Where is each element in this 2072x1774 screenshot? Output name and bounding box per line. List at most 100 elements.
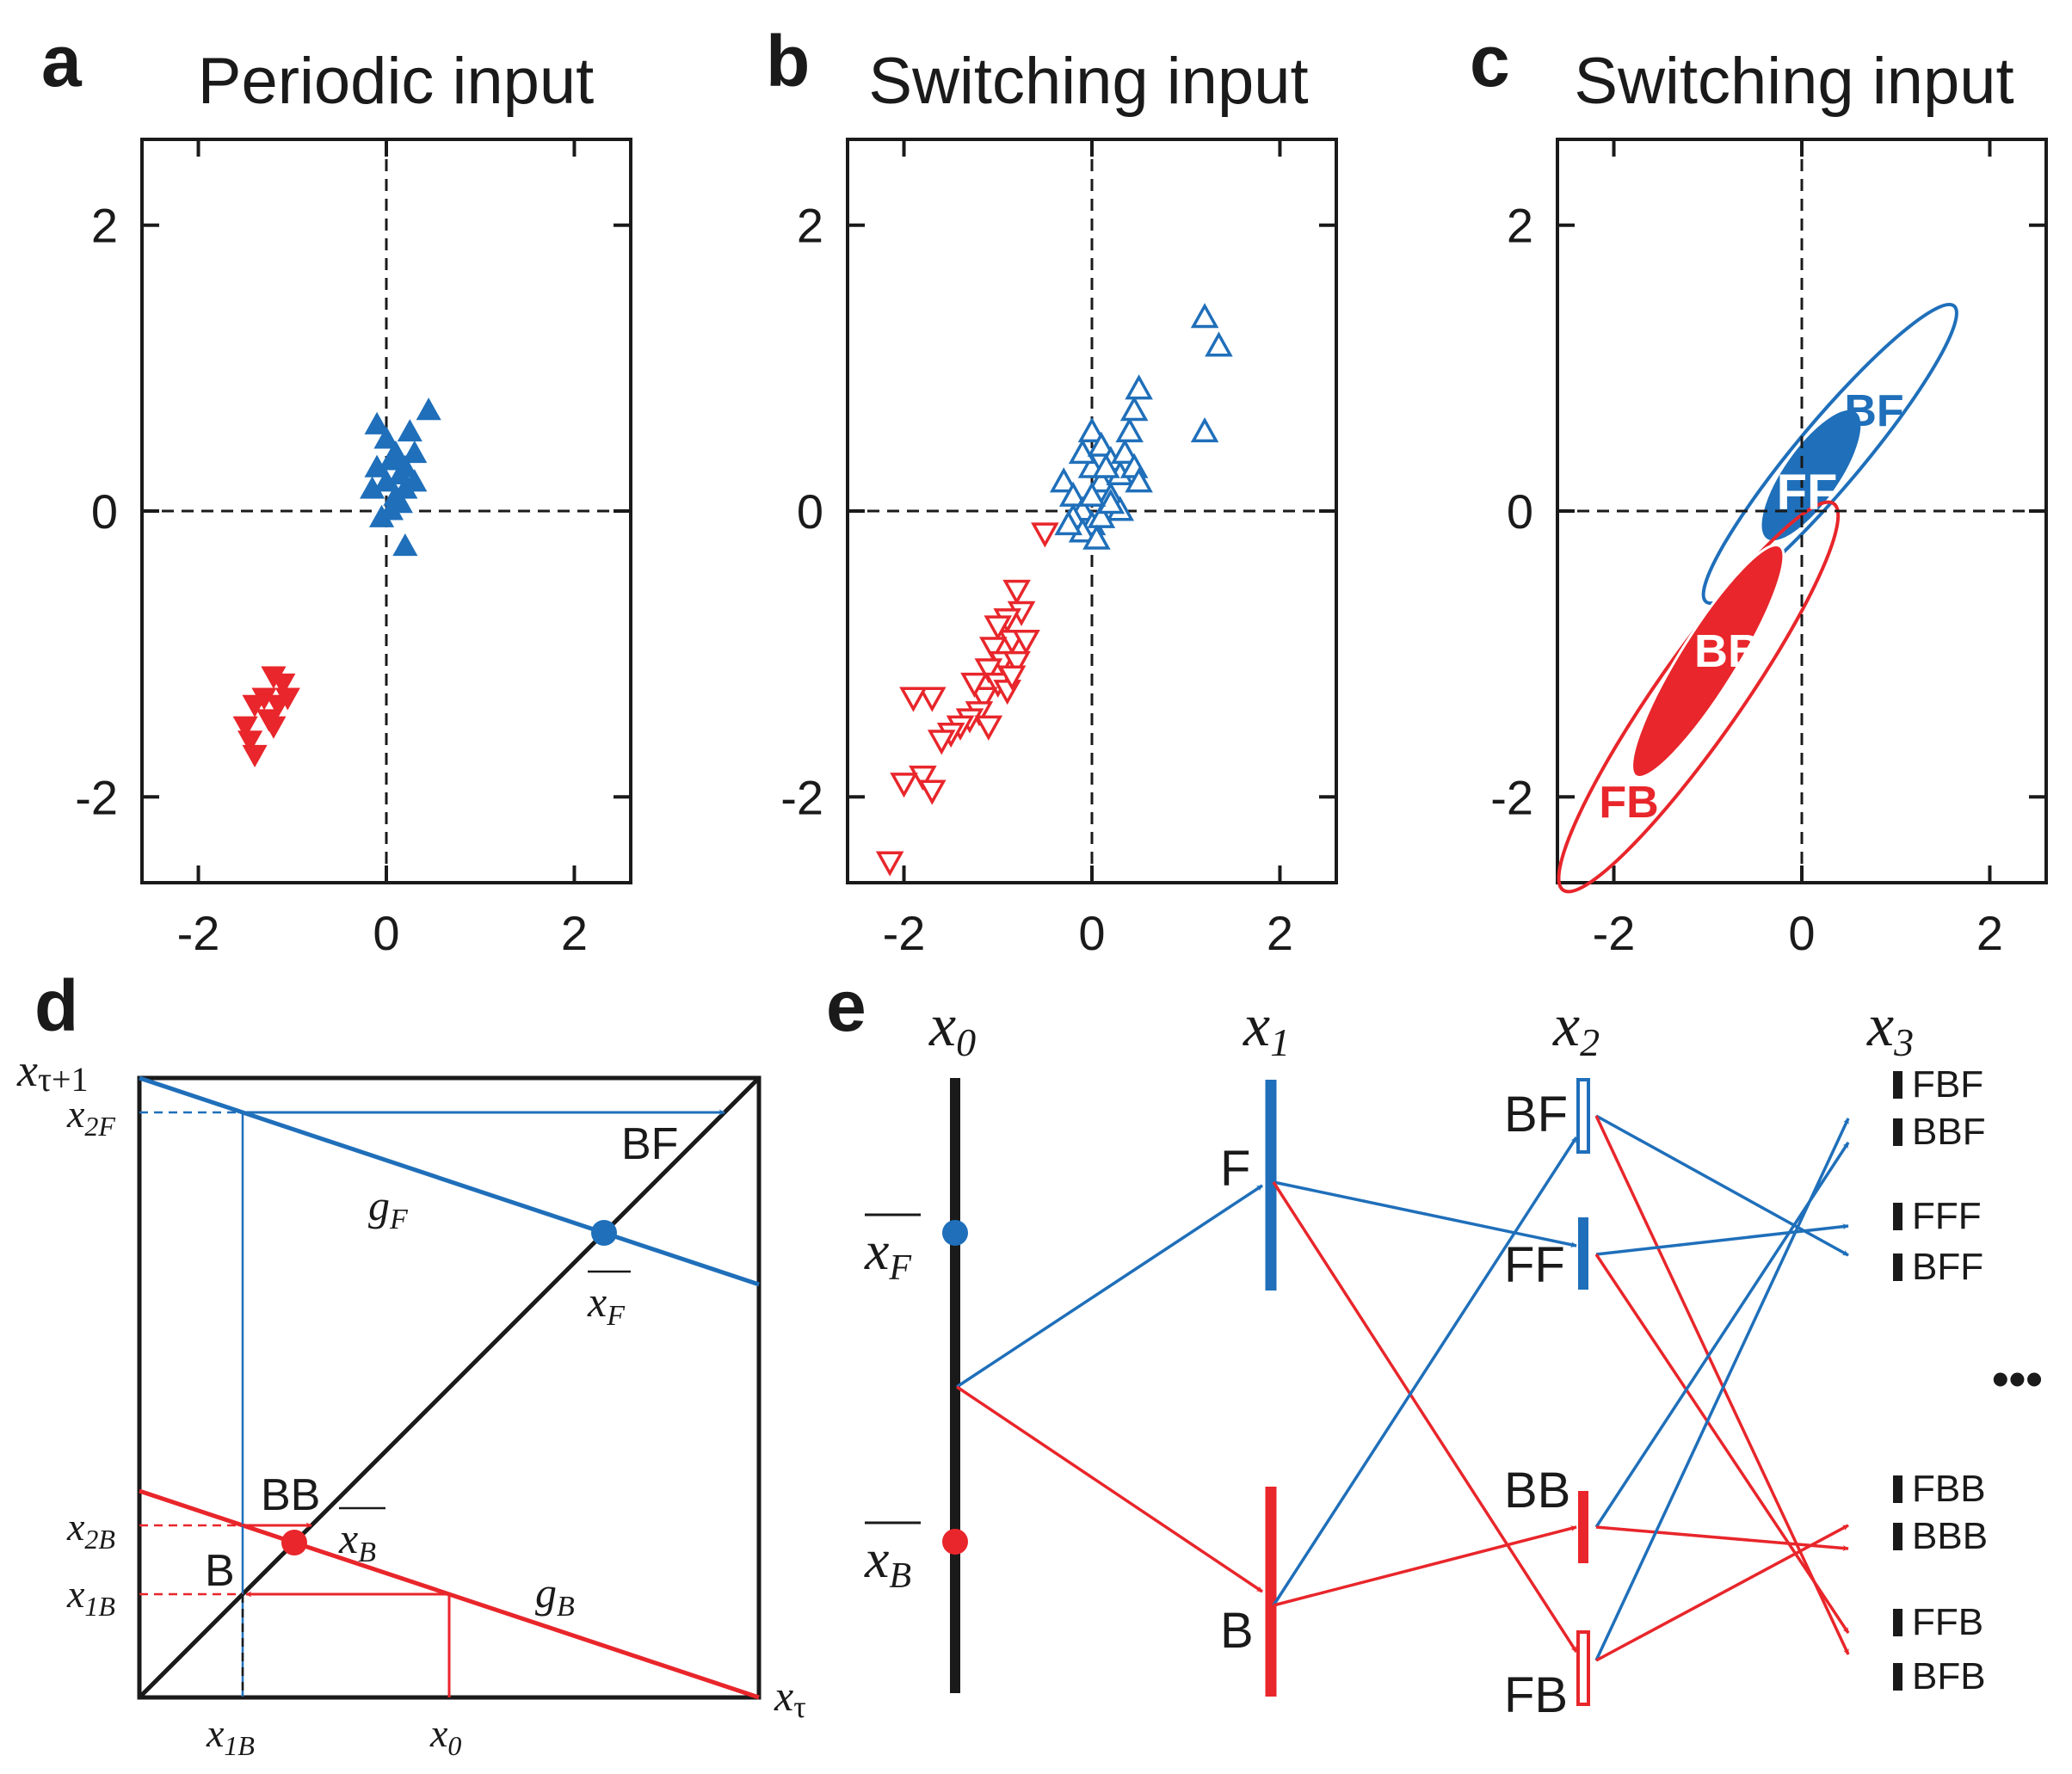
y-tick-label-b-pos2: 2 bbox=[797, 199, 823, 253]
leaf-marker-bff bbox=[1893, 1254, 1902, 1281]
leaf-label-bbb: BBB bbox=[1912, 1515, 1988, 1557]
header-x2: x2 bbox=[1552, 993, 1600, 1064]
leaf-label-bff: BFF bbox=[1912, 1246, 1983, 1288]
point-b-f-13 bbox=[1110, 438, 1139, 465]
point-a-f-13 bbox=[387, 490, 413, 514]
point-b-f-25 bbox=[1205, 331, 1233, 357]
point-b-b-22 bbox=[909, 765, 937, 791]
panel-label-c: c bbox=[1470, 21, 1510, 102]
y-tick-label-a-zero: 0 bbox=[91, 484, 118, 539]
point-a-f-17 bbox=[416, 397, 441, 421]
ellipse-label-bf: BF bbox=[1844, 386, 1903, 436]
leaf-label-bbf: BBF bbox=[1912, 1111, 1986, 1153]
point-b-f-0 bbox=[1049, 467, 1078, 493]
point-b-f-18 bbox=[1125, 467, 1153, 493]
point-a-b-8 bbox=[242, 744, 268, 767]
x0-fixed-point-F bbox=[942, 1220, 968, 1246]
panel-label-e: e bbox=[826, 965, 866, 1046]
axes-b: -2 0 2 -2 0 2 bbox=[780, 139, 1336, 960]
point-a-f-7 bbox=[397, 419, 422, 442]
x-tick-label-a-pos2: 2 bbox=[561, 906, 588, 960]
point-b-f-5 bbox=[1087, 467, 1116, 493]
x-tick-label-b-zero: 0 bbox=[1078, 906, 1105, 960]
y-tick-label-b-neg2: -2 bbox=[780, 770, 823, 824]
point-b-b-19 bbox=[927, 730, 956, 755]
point-b-b-20 bbox=[918, 687, 947, 712]
arrow-BB-BBB bbox=[1595, 1525, 1849, 1551]
panel-a: a Periodic input -2 0 2 -2 0 2 bbox=[41, 21, 632, 960]
point-a-f-1 bbox=[373, 426, 399, 449]
point-b-f-20 bbox=[1087, 502, 1116, 528]
point-b-f-16 bbox=[1125, 374, 1153, 400]
label-x0: x0 bbox=[429, 1711, 461, 1761]
x2-label-FF: FF bbox=[1504, 1237, 1565, 1293]
point-b-f-21 bbox=[1096, 489, 1125, 514]
arrow-FF-FFF bbox=[1595, 1223, 1849, 1256]
x2-bar-FB bbox=[1576, 1630, 1590, 1706]
ellipse-bb bbox=[1631, 543, 1785, 779]
panel-label-d: d bbox=[34, 965, 78, 1046]
point-b-b-9 bbox=[1002, 650, 1031, 677]
ellipse-label-fb: FB bbox=[1599, 778, 1658, 828]
point-a-f-18 bbox=[383, 447, 409, 471]
continuation-ellipsis: ••• bbox=[1992, 1352, 2043, 1406]
arrow-FB-FBB bbox=[1595, 1524, 1849, 1662]
point-b-b-8 bbox=[1012, 629, 1040, 656]
panel-e: e x0 x1 x2 x3 xF xB F B BF FF BB FB bbox=[826, 965, 2043, 1723]
y-tick-label-a-neg2: -2 bbox=[75, 770, 118, 824]
point-b-b-10 bbox=[974, 658, 1003, 684]
x2-label-BB: BB bbox=[1504, 1463, 1570, 1518]
point-b-b-25 bbox=[875, 851, 904, 877]
scatter-points-a bbox=[232, 397, 441, 767]
x2-bar-BB bbox=[1578, 1491, 1588, 1563]
point-b-b-27 bbox=[960, 672, 989, 698]
arrow-B-BF bbox=[1272, 1136, 1578, 1606]
point-b-b-5 bbox=[984, 615, 1013, 641]
point-b-b-21 bbox=[899, 687, 928, 712]
e-label-xF-bar: xF bbox=[864, 1220, 911, 1288]
arrow-B-BB bbox=[1273, 1525, 1577, 1607]
y-tick-label-c-zero: 0 bbox=[1507, 484, 1533, 539]
point-b-b-26 bbox=[997, 665, 1027, 691]
leaf-marker-bfb bbox=[1893, 1663, 1902, 1691]
point-a-f-16 bbox=[392, 533, 418, 557]
leaf-marker-fff bbox=[1893, 1203, 1902, 1230]
x1-label-F: F bbox=[1220, 1141, 1250, 1197]
y-tick-label-a-pos2: 2 bbox=[91, 199, 118, 253]
x0-fixed-point-B bbox=[942, 1529, 968, 1555]
label-x-tau-plus-1: xτ+1 bbox=[16, 1044, 89, 1099]
point-b-f-28 bbox=[1077, 481, 1107, 507]
point-a-b-4 bbox=[242, 694, 268, 718]
leaf-marker-bbf bbox=[1893, 1118, 1902, 1146]
point-b-b-1 bbox=[1002, 579, 1031, 605]
x-tick-label-c-pos2: 2 bbox=[1976, 906, 2003, 960]
header-x3: x3 bbox=[1866, 993, 1914, 1064]
panel-label-a: a bbox=[41, 21, 83, 102]
label-xF-bar: xF bbox=[587, 1278, 626, 1332]
label-x-tau: xτ bbox=[774, 1672, 806, 1724]
panel-d: d xτ+1 x2F x2B x1B x1B x0 xτ gF gB BF BB… bbox=[16, 965, 806, 1761]
point-b-b-24 bbox=[918, 779, 947, 805]
y-tick-label-c-neg2: -2 bbox=[1490, 770, 1533, 824]
y-tick-label-b-zero: 0 bbox=[797, 484, 823, 539]
label-x1B-bottom: x1B bbox=[206, 1711, 255, 1761]
point-a-f-14 bbox=[368, 504, 395, 527]
e-label-xB-bar: xB bbox=[864, 1528, 911, 1596]
point-a-f-0 bbox=[364, 411, 390, 434]
point-a-f-19 bbox=[392, 476, 418, 499]
point-b-f-9 bbox=[1077, 417, 1107, 443]
x2-label-BF: BF bbox=[1504, 1087, 1568, 1143]
x-tick-label-a-neg2: -2 bbox=[177, 906, 220, 960]
point-b-b-13 bbox=[970, 687, 998, 712]
gF-line bbox=[139, 1075, 760, 1287]
panel-label-b: b bbox=[766, 21, 810, 102]
label-b: B bbox=[205, 1546, 235, 1596]
point-a-b-7 bbox=[237, 730, 263, 754]
point-a-b-9 bbox=[261, 716, 287, 739]
leaf-marker-fbb bbox=[1893, 1475, 1902, 1503]
x3-leaves: FBF BBF FFF BFF FBB BBB FFB BFB bbox=[1893, 1063, 1988, 1697]
panel-c: c Switching input -2 0 2 -2 0 2 BF FF BB FB bbox=[1470, 21, 2048, 960]
header-x1: x1 bbox=[1243, 993, 1290, 1064]
panel-b: b Switching input -2 0 2 -2 0 2 bbox=[766, 21, 1338, 960]
label-x1B: x1B bbox=[66, 1572, 115, 1622]
